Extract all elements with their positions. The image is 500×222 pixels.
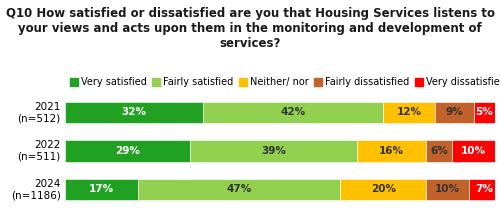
Text: 39%: 39% bbox=[261, 146, 286, 156]
Text: 6%: 6% bbox=[430, 146, 448, 156]
Text: 16%: 16% bbox=[380, 146, 404, 156]
Bar bbox=[469, 179, 500, 200]
Text: 20%: 20% bbox=[370, 184, 396, 194]
Bar bbox=[340, 179, 426, 200]
Bar bbox=[358, 140, 426, 162]
Bar bbox=[202, 102, 383, 123]
Bar bbox=[426, 140, 452, 162]
Text: 12%: 12% bbox=[396, 107, 421, 117]
Text: 17%: 17% bbox=[89, 184, 114, 194]
Text: 5%: 5% bbox=[476, 107, 493, 117]
Text: 10%: 10% bbox=[461, 146, 486, 156]
Text: 7%: 7% bbox=[476, 184, 493, 194]
Text: 10%: 10% bbox=[435, 184, 460, 194]
Text: 42%: 42% bbox=[280, 107, 305, 117]
Text: Q10 How satisfied or dissatisfied are you that Housing Services listens to
your : Q10 How satisfied or dissatisfied are yo… bbox=[6, 7, 494, 50]
Bar bbox=[383, 102, 435, 123]
Bar bbox=[452, 140, 495, 162]
Text: 9%: 9% bbox=[446, 107, 463, 117]
Bar bbox=[65, 140, 190, 162]
Bar bbox=[190, 140, 358, 162]
Bar bbox=[426, 179, 469, 200]
Bar bbox=[65, 179, 138, 200]
Bar bbox=[65, 102, 202, 123]
Bar bbox=[435, 102, 474, 123]
Text: 47%: 47% bbox=[226, 184, 252, 194]
Text: 32%: 32% bbox=[122, 107, 146, 117]
Bar bbox=[474, 102, 495, 123]
Legend: Very satisfied, Fairly satisfied, Neither/ nor, Fairly dissatisfied, Very dissat: Very satisfied, Fairly satisfied, Neithe… bbox=[70, 77, 500, 87]
Text: 29%: 29% bbox=[115, 146, 140, 156]
Bar bbox=[138, 179, 340, 200]
